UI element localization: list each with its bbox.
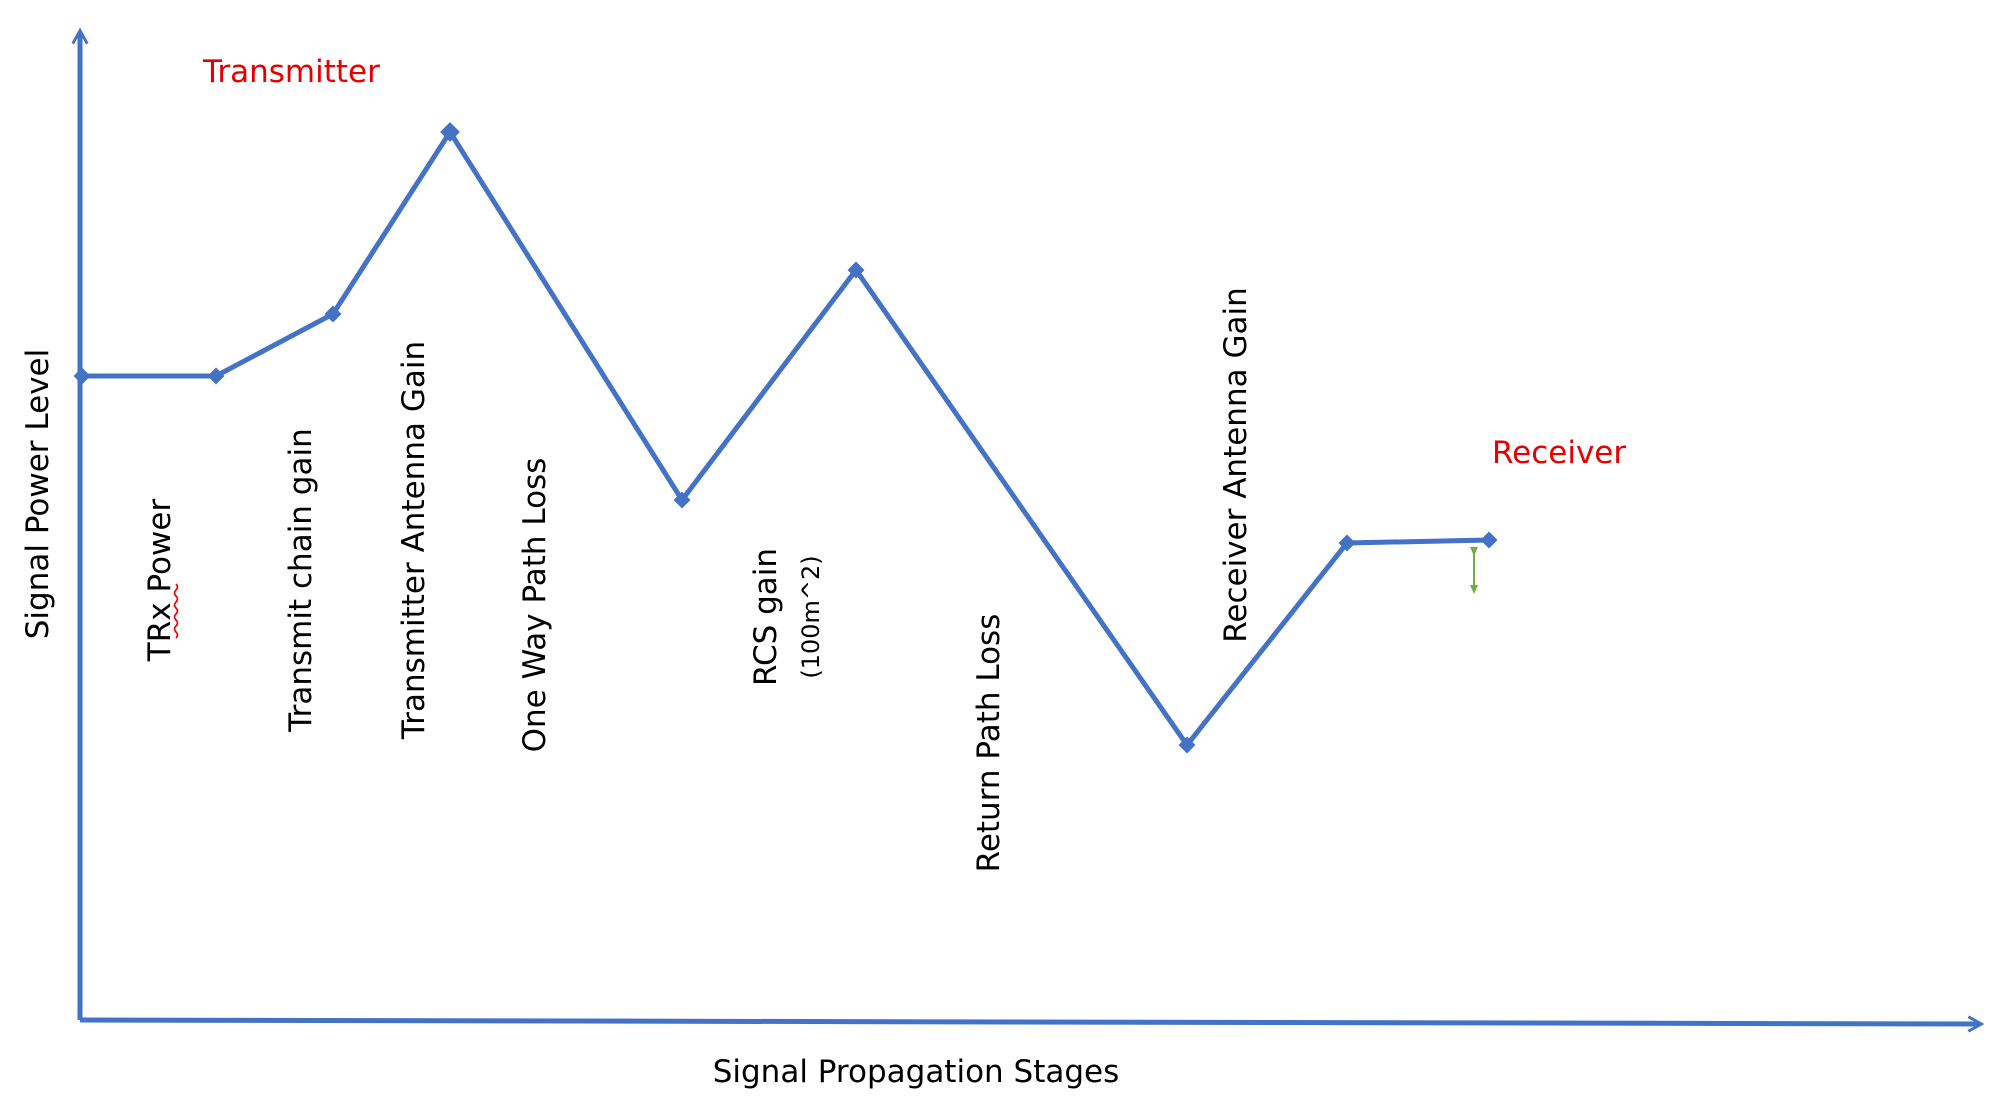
- stage-label-transmitter-antenna-gain: Transmitter Antenna Gain: [396, 341, 432, 740]
- vertex-markers: [73, 122, 1498, 754]
- stage-label-one-way-path-loss: One Way Path Loss: [517, 458, 553, 753]
- vertex-marker: [440, 122, 460, 142]
- vertex-marker: [1480, 531, 1498, 549]
- receiver-label: Receiver: [1492, 435, 1626, 471]
- transmitter-label: Transmitter: [202, 54, 380, 90]
- x-axis-title: Signal Propagation Stages: [713, 1054, 1120, 1090]
- vertex-marker: [673, 491, 691, 509]
- stage-label-receiver-antenna-gain: Receiver Antenna Gain: [1218, 287, 1254, 642]
- vertex-marker: [1338, 534, 1356, 552]
- vertex-marker: [73, 367, 91, 385]
- stage-label-trx-power: TRx Power: [142, 499, 178, 663]
- stage-sub-rcs-area: (100m^2): [797, 555, 825, 678]
- y-axis-title: Signal Power Level: [20, 349, 56, 640]
- vertex-marker: [847, 261, 865, 279]
- stage-label-rcs-gain: RCS gain: [748, 548, 784, 686]
- stage-label-return-path-loss: Return Path Loss: [971, 614, 1007, 873]
- spell-check-underline: [173, 583, 179, 639]
- vertex-marker: [207, 367, 225, 385]
- vertex-marker: [324, 305, 342, 323]
- stage-label-transmit-chain-gain: Transmit chain gain: [283, 428, 319, 732]
- x-axis: [79, 1020, 1980, 1024]
- vertex-marker: [1178, 736, 1196, 754]
